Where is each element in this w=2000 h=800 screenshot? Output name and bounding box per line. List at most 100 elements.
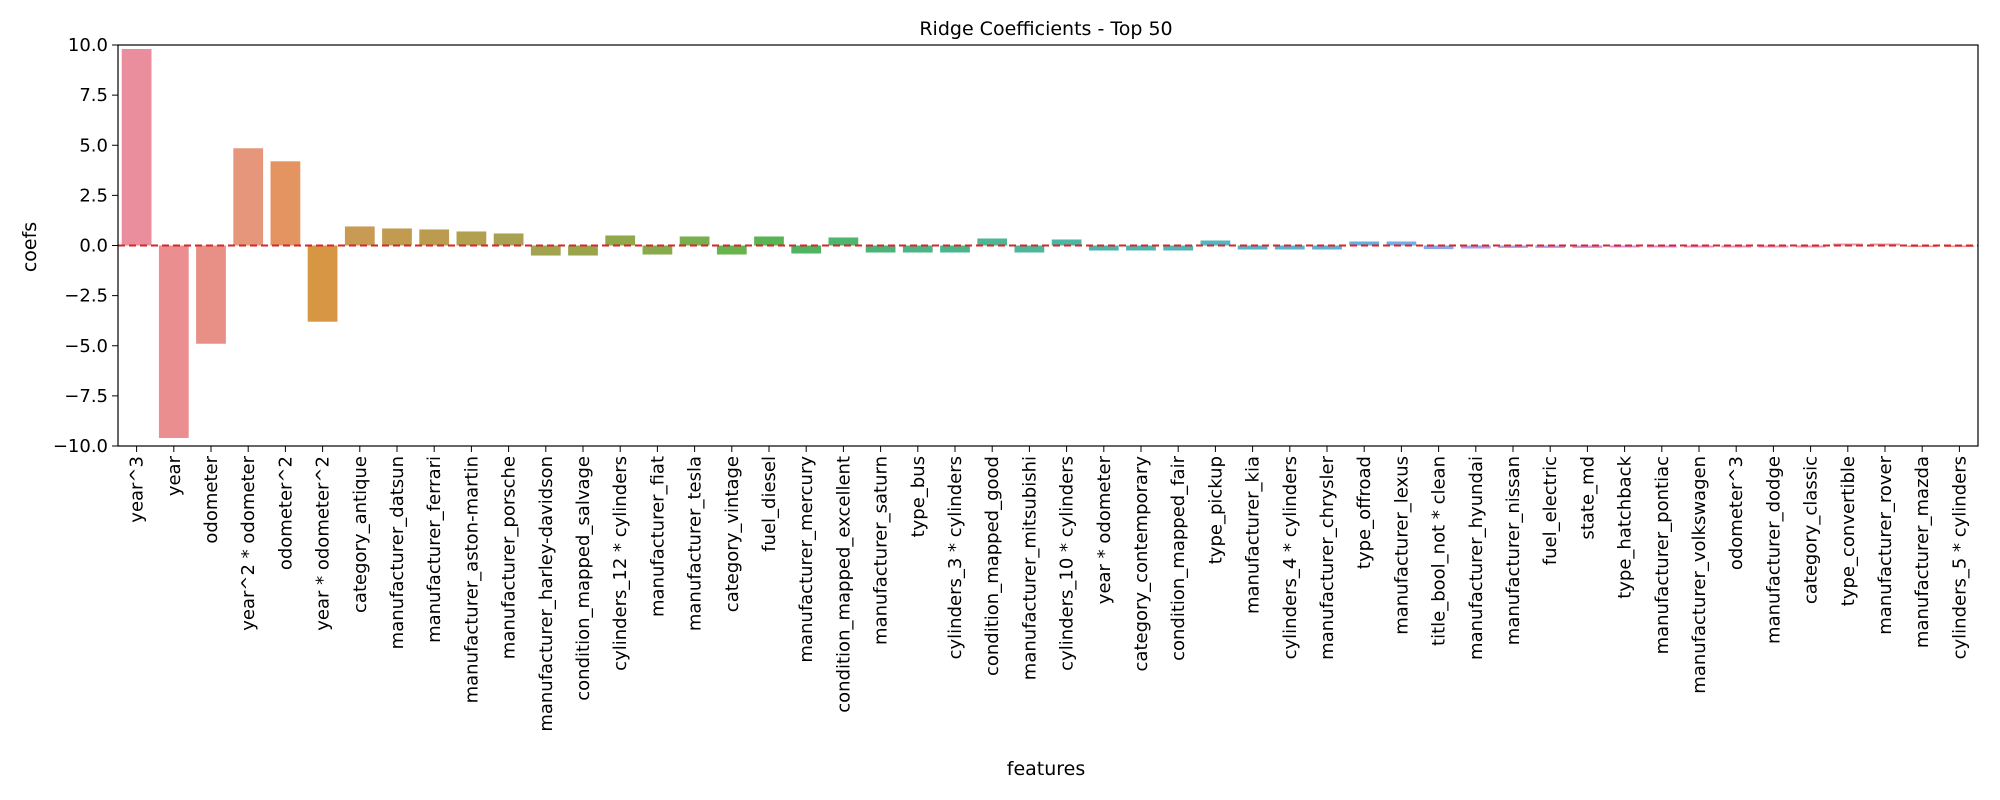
x-tick-label: condition_mapped_salvage	[573, 456, 594, 701]
x-tick-label: manufacturer_volkswagen	[1689, 456, 1710, 694]
y-tick-label: −5.0	[64, 336, 108, 357]
bar-25	[1051, 239, 1082, 246]
x-tick-label: category_vintage	[722, 456, 743, 612]
x-tick-label: type_offroad	[1354, 456, 1375, 569]
x-tick-label: manufacturer_dodge	[1763, 456, 1784, 644]
bar-33	[1349, 241, 1380, 246]
x-tick-label: cylinders_10 * cylinders	[1057, 456, 1078, 671]
bar-19	[828, 237, 859, 246]
bar-20	[865, 245, 896, 253]
x-tick-label: year	[164, 455, 185, 496]
bar-38	[1535, 245, 1566, 248]
x-tick-label: year * odometer	[1094, 455, 1115, 604]
x-tick-label: manufacturer_datsun	[387, 456, 408, 649]
x-tick-label: manufacturer_fiat	[647, 456, 668, 617]
x-tick-label: manufacturer_lexus	[1391, 456, 1412, 635]
bar-4	[270, 161, 301, 246]
x-tick-label: manufacturer_aston-martin	[461, 456, 482, 703]
x-tick-label: year^3	[127, 456, 148, 523]
bar-43	[1721, 245, 1752, 248]
y-tick-label: 2.5	[79, 185, 108, 206]
bar-11	[530, 245, 561, 256]
bar-18	[791, 245, 822, 254]
y-tick-label: 10.0	[68, 35, 108, 56]
x-tick-label: category_classic	[1801, 456, 1822, 604]
x-axis-label: features	[1007, 758, 1086, 780]
x-tick-label: manufacturer_saturn	[871, 456, 892, 645]
bar-34	[1386, 241, 1417, 246]
x-tick-label: manufacturer_porsche	[499, 456, 520, 659]
x-tick-label: condition_mapped_good	[982, 456, 1003, 676]
bar-45	[1795, 245, 1826, 248]
x-tick-label: fuel_electric	[1540, 456, 1561, 565]
bar-2	[196, 245, 226, 344]
bar-14	[642, 245, 673, 255]
x-tick-label: manufacturer_ferrari	[424, 456, 445, 643]
x-tick-label: title_bool_not * clean	[1429, 456, 1450, 646]
bar-37	[1498, 245, 1528, 248]
x-tick-label: manufacturer_hyundai	[1466, 456, 1487, 660]
bar-42	[1684, 245, 1714, 248]
y-tick-label: 7.5	[79, 85, 108, 106]
x-tick-label: type_bus	[908, 456, 929, 537]
y-tick-label: 5.0	[79, 135, 108, 156]
x-tick-label: category_antique	[350, 456, 371, 613]
x-tick-label: type_pickup	[1205, 456, 1226, 564]
bar-21	[902, 245, 933, 253]
x-tick-label: manufacturer_chrysler	[1317, 455, 1338, 659]
bar-13	[605, 235, 636, 246]
x-tick-label: odometer	[201, 455, 222, 543]
bar-40	[1609, 245, 1640, 248]
y-tick-label: −10.0	[53, 436, 108, 457]
bar-46	[1832, 243, 1863, 246]
bar-26	[1088, 245, 1119, 251]
x-tick-label: state_md	[1577, 456, 1598, 540]
x-tick-label: condition_mapped_excellent	[833, 456, 854, 713]
bar-12	[568, 245, 598, 256]
bar-17	[754, 236, 784, 246]
bar-30	[1237, 245, 1268, 250]
x-tick-label: cylinders_5 * cylinders	[1949, 456, 1970, 659]
bar-39	[1572, 245, 1603, 248]
x-tick-label: cylinders_3 * cylinders	[945, 456, 966, 659]
x-tick-label: cylinders_12 * cylinders	[610, 456, 631, 671]
bar-5	[307, 245, 338, 322]
bar-35	[1423, 245, 1454, 250]
bar-6	[344, 226, 375, 246]
x-tick-label: type_convertible	[1838, 456, 1859, 606]
x-tick-label: manufacturer_mercury	[796, 456, 817, 663]
x-tick-label: type_hatchback	[1615, 455, 1636, 598]
bar-32	[1312, 245, 1342, 250]
y-tick-label: 0.0	[79, 236, 108, 257]
bar-0	[121, 49, 152, 246]
bar-44	[1758, 245, 1789, 248]
x-tick-label: manufacturer_kia	[1243, 456, 1264, 614]
bar-23	[977, 238, 1008, 246]
bar-41	[1646, 245, 1677, 248]
y-axis-ticks: −10.0 −7.5 −5.0 −2.5 0.0 2.5 5.0 7.5 10.0	[53, 35, 118, 457]
bar-31	[1274, 245, 1305, 250]
x-tick-label: fuel_diesel	[759, 456, 780, 552]
x-tick-label: manufacturer_rover	[1875, 455, 1896, 634]
bar-47	[1870, 243, 1900, 246]
bar-10	[493, 233, 524, 246]
y-tick-label: −7.5	[64, 386, 108, 407]
bar-16	[716, 245, 747, 255]
x-axis-ticks: year^3 year odometer year^2 * odometer odome…	[127, 446, 1970, 732]
x-tick-label: year * odometer^2	[313, 456, 334, 631]
bar-28	[1163, 245, 1194, 251]
x-tick-label: cylinders_4 * cylinders	[1280, 456, 1301, 659]
x-tick-label: manufacturer_harley-davidson	[536, 456, 557, 732]
x-tick-label: manufacturer_mazda	[1912, 456, 1933, 648]
bars-group	[121, 49, 1975, 438]
bar-29	[1200, 240, 1231, 246]
bar-3	[233, 148, 264, 246]
x-tick-label: manufacturer_nissan	[1503, 456, 1524, 645]
x-tick-label: odometer^3	[1726, 456, 1747, 570]
bar-15	[679, 236, 710, 246]
x-tick-label: manufacturer_pontiac	[1652, 456, 1673, 654]
y-axis-label: coefs	[19, 222, 41, 272]
bar-22	[940, 245, 970, 253]
x-tick-label: manufacturer_tesla	[685, 456, 706, 631]
bar-9	[456, 231, 487, 246]
